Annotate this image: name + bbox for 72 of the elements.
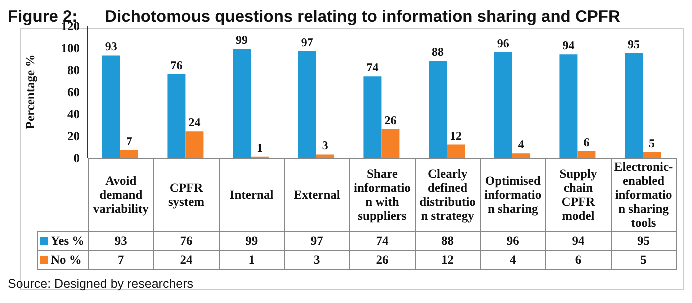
x-tick-label: Share information with suppliers [350, 158, 416, 232]
bar [168, 74, 186, 158]
y-axis-title: Percentage % [23, 54, 38, 130]
bar [186, 132, 204, 158]
y-tick-label: 80 [68, 63, 80, 78]
x-tick-label: CPFR system [154, 158, 220, 232]
data-label: 96 [480, 232, 546, 250]
annotation: 5 [649, 136, 656, 150]
bar [447, 144, 466, 158]
bar [578, 151, 596, 158]
x-tick-label: Avoid demand variability [88, 158, 154, 232]
data-label: 3 [284, 250, 350, 270]
x-tick-label: External [284, 158, 350, 232]
bar [625, 54, 644, 158]
annotation: 12 [450, 128, 462, 143]
y-tick-label: 60 [68, 85, 80, 100]
x-tick-label: Clearly defined distribution strategy [415, 158, 480, 232]
bar [382, 129, 400, 158]
bar [233, 49, 252, 158]
data-label: 93 [88, 232, 154, 250]
annotation: 88 [432, 45, 444, 60]
data-label: 26 [350, 250, 416, 270]
data-label: 95 [611, 232, 676, 250]
bar [494, 52, 512, 158]
data-label: 24 [154, 250, 220, 270]
y-tick-label: 0 [74, 151, 80, 166]
data-label: 88 [415, 232, 480, 250]
annotation: 95 [628, 38, 640, 52]
data-label: 94 [546, 232, 612, 250]
annotation: 7 [126, 134, 132, 148]
annotation: 96 [497, 36, 510, 50]
y-tick-label: 40 [68, 107, 80, 122]
y-tick-label: 20 [68, 129, 80, 144]
y-tick-label: 100 [61, 41, 80, 56]
source-note: Source: Designed by researchers [8, 277, 194, 291]
data-label: 99 [219, 232, 284, 250]
annotation: 99 [236, 33, 248, 48]
legend-label: No % [38, 250, 88, 270]
data-label: 74 [350, 232, 416, 250]
x-tick-label: Optimised information sharing [480, 158, 546, 232]
bar [364, 76, 382, 158]
bar [560, 54, 578, 158]
annotation: 1 [257, 140, 264, 155]
annotation: 74 [366, 60, 379, 75]
bar [512, 154, 530, 158]
bar [298, 51, 316, 158]
bar [643, 152, 662, 158]
legend-label: Yes % [38, 232, 88, 250]
data-label: 6 [546, 250, 612, 270]
annotation: 94 [562, 38, 575, 53]
annotation: 76 [170, 58, 183, 72]
annotation: 4 [518, 138, 524, 152]
bar [120, 150, 138, 158]
bar [429, 61, 448, 158]
annotation: 26 [384, 113, 397, 128]
x-tick-label: Electronic-enabled information sharing tools [611, 158, 676, 232]
data-label: 97 [284, 232, 350, 250]
annotation: 97 [301, 35, 314, 50]
annotation: 3 [322, 138, 328, 153]
data-label: 76 [154, 232, 220, 250]
bar [316, 154, 334, 158]
data-label: 1 [219, 250, 284, 270]
annotation: 24 [188, 116, 201, 130]
data-label: 5 [611, 250, 676, 270]
x-tick-label: Supply chain CPFR model [546, 158, 612, 232]
x-tick-label: Internal [219, 158, 284, 232]
annotation: 6 [584, 135, 590, 150]
data-label: 4 [480, 250, 546, 270]
data-label: 12 [415, 250, 480, 270]
data-label: 7 [88, 250, 154, 270]
annotation: 93 [105, 40, 118, 54]
bar [102, 56, 120, 158]
